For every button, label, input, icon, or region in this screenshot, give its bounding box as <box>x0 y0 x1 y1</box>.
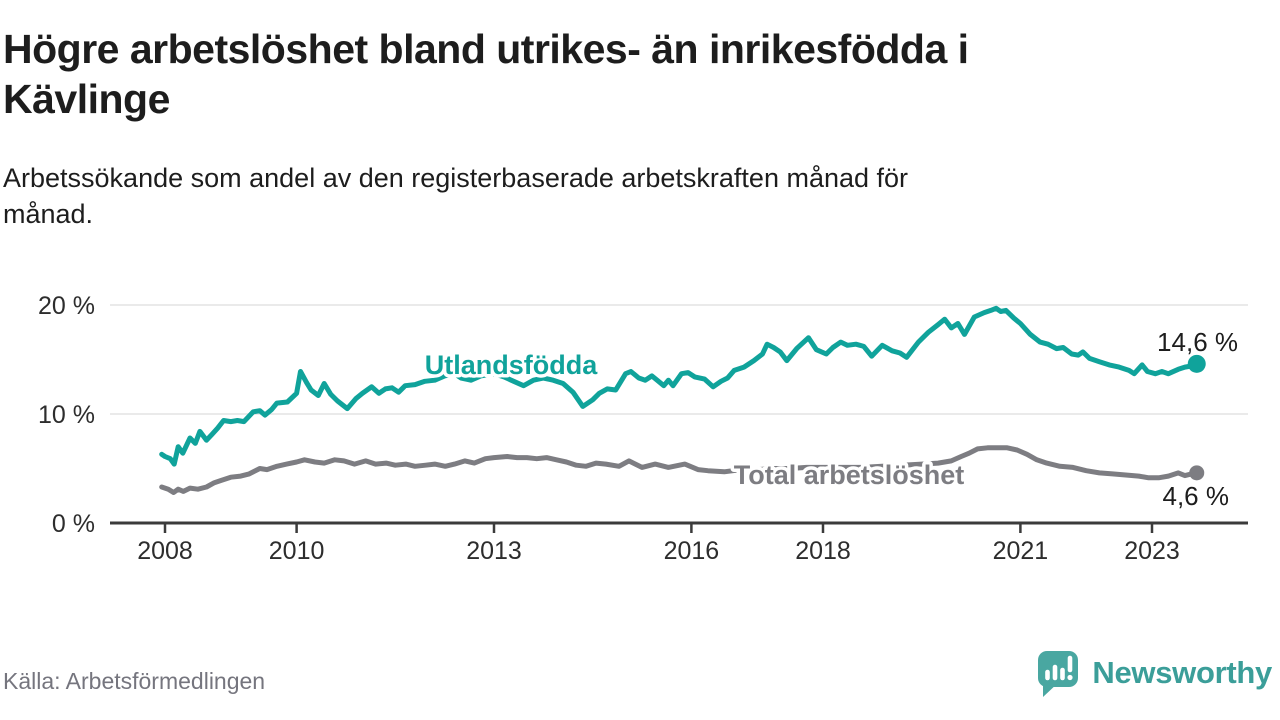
series-label: Total arbetslöshet <box>734 460 965 490</box>
series-line-utlandsfodda <box>159 305 1200 467</box>
series-line-total-arbetsloshet <box>159 445 1200 495</box>
x-tick-label: 2016 <box>664 537 720 565</box>
x-tick-label: 2023 <box>1124 537 1180 565</box>
newsworthy-logo: Newsworthy <box>1035 648 1272 698</box>
x-tick-label: 2010 <box>269 537 325 565</box>
series-end-dot <box>1189 465 1205 481</box>
source-caption: Källa: Arbetsförmedlingen <box>3 668 266 694</box>
series-end-value: 14,6 % <box>1157 327 1238 357</box>
series-end-value: 4,6 % <box>1163 481 1230 511</box>
x-tick-label: 2013 <box>466 537 522 565</box>
chart-subtitle: Arbetssökande som andel av den registerb… <box>3 163 909 229</box>
series-label: Utlandsfödda <box>425 350 598 380</box>
series-end-dot <box>1187 354 1206 373</box>
x-tick-label: 2008 <box>137 537 193 565</box>
x-tick-label: 2021 <box>993 537 1049 565</box>
y-tick-label: 10 % <box>38 401 95 429</box>
y-tick-label: 20 % <box>38 292 95 320</box>
chart-title: Högre arbetslöshet bland utrikes- än inr… <box>3 26 969 122</box>
newsworthy-icon <box>1038 651 1079 697</box>
newsworthy-wordmark: Newsworthy <box>1092 655 1272 690</box>
y-tick-label: 0 % <box>52 510 95 538</box>
x-tick-label: 2018 <box>795 537 851 565</box>
